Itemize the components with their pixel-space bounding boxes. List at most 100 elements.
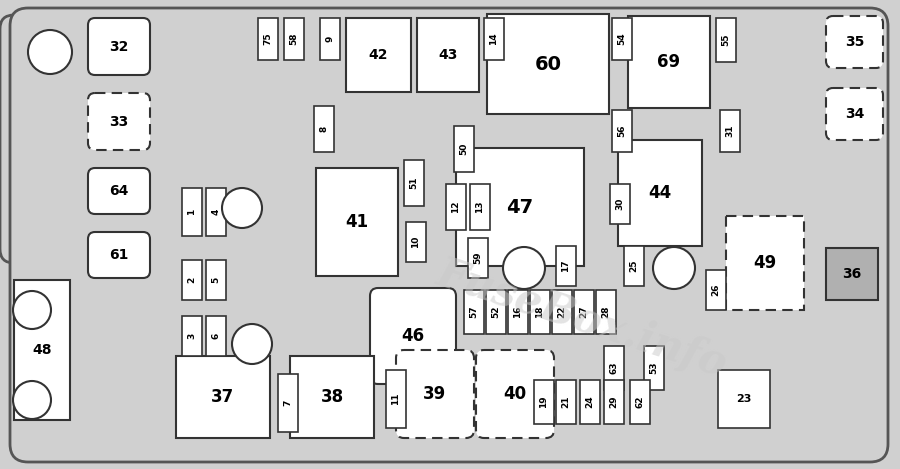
Text: 14: 14	[490, 33, 499, 45]
Bar	[206, 188, 226, 236]
Text: 24: 24	[586, 396, 595, 408]
Text: 49: 49	[753, 254, 777, 272]
Text: 47: 47	[507, 197, 534, 217]
Text: 4: 4	[212, 209, 220, 215]
Text: 48: 48	[32, 343, 52, 357]
Text: 39: 39	[423, 385, 446, 403]
Text: 37: 37	[212, 388, 235, 406]
Bar	[176, 356, 270, 438]
Bar	[628, 16, 710, 108]
Text: 18: 18	[536, 306, 544, 318]
Text: 19: 19	[539, 396, 548, 408]
Text: 42: 42	[369, 48, 388, 62]
Bar	[612, 110, 632, 152]
FancyBboxPatch shape	[826, 88, 883, 140]
Bar	[14, 280, 70, 420]
Bar	[720, 110, 740, 152]
Bar	[417, 18, 479, 92]
Bar	[454, 126, 474, 172]
Text: 28: 28	[601, 306, 610, 318]
Bar	[484, 18, 504, 60]
Text: 7: 7	[284, 400, 292, 406]
Text: 30: 30	[616, 198, 625, 210]
Text: 32: 32	[109, 39, 129, 53]
Text: 60: 60	[535, 54, 562, 74]
Bar	[726, 216, 804, 310]
Text: 17: 17	[562, 260, 571, 272]
Bar	[552, 290, 572, 334]
Circle shape	[503, 247, 545, 289]
Text: 50: 50	[460, 143, 469, 155]
Bar	[464, 290, 484, 334]
Bar	[406, 222, 426, 262]
Bar	[182, 260, 202, 300]
Bar	[278, 374, 298, 432]
Text: 51: 51	[410, 177, 418, 189]
Circle shape	[232, 324, 272, 364]
Bar	[596, 290, 616, 334]
Bar	[630, 380, 650, 424]
Text: 27: 27	[580, 306, 589, 318]
Text: 1: 1	[187, 209, 196, 215]
Text: 34: 34	[845, 107, 864, 121]
Text: 36: 36	[842, 267, 861, 281]
Bar	[470, 184, 490, 230]
Bar	[718, 370, 770, 428]
Text: 55: 55	[722, 34, 731, 46]
Bar	[508, 290, 528, 334]
Bar	[604, 380, 624, 424]
Bar	[604, 346, 624, 390]
FancyBboxPatch shape	[88, 168, 150, 214]
Text: 61: 61	[109, 248, 129, 262]
Bar	[446, 184, 466, 230]
FancyBboxPatch shape	[0, 15, 92, 263]
FancyBboxPatch shape	[88, 18, 150, 75]
Bar	[314, 106, 334, 152]
Bar	[182, 188, 202, 236]
Text: 58: 58	[290, 33, 299, 45]
Text: 21: 21	[562, 396, 571, 408]
Bar	[530, 290, 550, 334]
Bar	[258, 18, 278, 60]
Bar	[706, 270, 726, 310]
Text: 5: 5	[212, 277, 220, 283]
Bar	[534, 380, 554, 424]
Bar	[316, 168, 398, 276]
Text: 2: 2	[187, 277, 196, 283]
Bar	[468, 238, 488, 278]
Text: 12: 12	[452, 201, 461, 213]
Text: 31: 31	[725, 125, 734, 137]
Text: 10: 10	[411, 236, 420, 248]
Circle shape	[13, 381, 51, 419]
Text: 6: 6	[212, 333, 220, 339]
Bar	[624, 246, 644, 286]
Text: 22: 22	[557, 306, 566, 318]
FancyBboxPatch shape	[88, 232, 150, 278]
Text: 54: 54	[617, 33, 626, 45]
Bar	[404, 160, 424, 206]
Text: 75: 75	[264, 33, 273, 45]
Text: 43: 43	[438, 48, 458, 62]
Text: 69: 69	[657, 53, 680, 71]
Text: 11: 11	[392, 393, 400, 405]
Circle shape	[222, 188, 262, 228]
Text: FuseBox.info: FuseBox.info	[431, 251, 733, 385]
Bar	[487, 14, 609, 114]
Text: 63: 63	[609, 362, 618, 374]
Bar	[826, 248, 878, 300]
Bar	[486, 290, 506, 334]
FancyBboxPatch shape	[826, 16, 883, 68]
Bar	[206, 316, 226, 356]
Text: 35: 35	[845, 35, 864, 49]
FancyBboxPatch shape	[88, 93, 150, 150]
Text: 56: 56	[617, 125, 626, 137]
Bar	[618, 140, 702, 246]
Circle shape	[653, 247, 695, 289]
Text: 46: 46	[401, 327, 425, 345]
Bar	[320, 18, 340, 60]
Text: 52: 52	[491, 306, 500, 318]
Text: 3: 3	[187, 333, 196, 339]
Bar	[346, 18, 411, 92]
FancyBboxPatch shape	[476, 350, 554, 438]
FancyBboxPatch shape	[10, 8, 888, 462]
